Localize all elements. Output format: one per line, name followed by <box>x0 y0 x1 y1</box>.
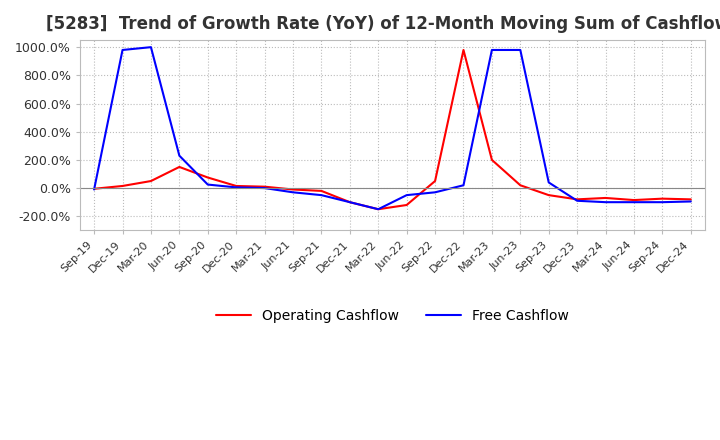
Operating Cashflow <box>630 198 639 203</box>
Line: Operating Cashflow: Operating Cashflow <box>94 50 690 209</box>
Operating Cashflow <box>232 183 240 189</box>
Operating Cashflow <box>346 199 354 205</box>
Free Cashflow <box>402 192 411 198</box>
Free Cashflow <box>487 48 496 53</box>
Free Cashflow <box>118 48 127 53</box>
Free Cashflow <box>147 44 156 50</box>
Line: Free Cashflow: Free Cashflow <box>94 47 690 209</box>
Operating Cashflow <box>118 183 127 189</box>
Free Cashflow <box>544 180 553 185</box>
Free Cashflow <box>686 199 695 204</box>
Free Cashflow <box>601 199 610 205</box>
Title: [5283]  Trend of Growth Rate (YoY) of 12-Month Moving Sum of Cashflows: [5283] Trend of Growth Rate (YoY) of 12-… <box>45 15 720 33</box>
Operating Cashflow <box>573 197 582 202</box>
Operating Cashflow <box>175 164 184 169</box>
Operating Cashflow <box>317 188 325 194</box>
Operating Cashflow <box>147 178 156 183</box>
Free Cashflow <box>232 185 240 190</box>
Free Cashflow <box>204 182 212 187</box>
Operating Cashflow <box>487 157 496 162</box>
Free Cashflow <box>289 190 297 195</box>
Operating Cashflow <box>260 184 269 189</box>
Free Cashflow <box>573 198 582 203</box>
Operating Cashflow <box>601 195 610 201</box>
Operating Cashflow <box>402 202 411 208</box>
Free Cashflow <box>175 153 184 158</box>
Free Cashflow <box>317 192 325 198</box>
Operating Cashflow <box>374 207 382 212</box>
Operating Cashflow <box>544 192 553 198</box>
Operating Cashflow <box>431 178 439 183</box>
Free Cashflow <box>459 183 468 188</box>
Free Cashflow <box>90 187 99 192</box>
Free Cashflow <box>374 207 382 212</box>
Legend: Operating Cashflow, Free Cashflow: Operating Cashflow, Free Cashflow <box>210 304 575 329</box>
Free Cashflow <box>431 190 439 195</box>
Operating Cashflow <box>204 175 212 180</box>
Operating Cashflow <box>658 196 667 201</box>
Free Cashflow <box>658 199 667 205</box>
Free Cashflow <box>630 199 639 205</box>
Operating Cashflow <box>686 197 695 202</box>
Operating Cashflow <box>90 186 99 191</box>
Operating Cashflow <box>289 187 297 192</box>
Free Cashflow <box>516 48 525 53</box>
Free Cashflow <box>260 185 269 191</box>
Operating Cashflow <box>516 183 525 188</box>
Operating Cashflow <box>459 48 468 53</box>
Free Cashflow <box>346 199 354 205</box>
